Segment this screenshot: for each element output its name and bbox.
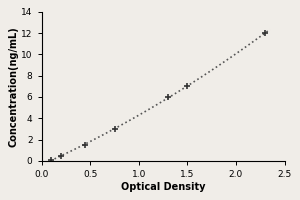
Y-axis label: Concentration(ng/mL): Concentration(ng/mL): [8, 26, 18, 147]
X-axis label: Optical Density: Optical Density: [121, 182, 205, 192]
